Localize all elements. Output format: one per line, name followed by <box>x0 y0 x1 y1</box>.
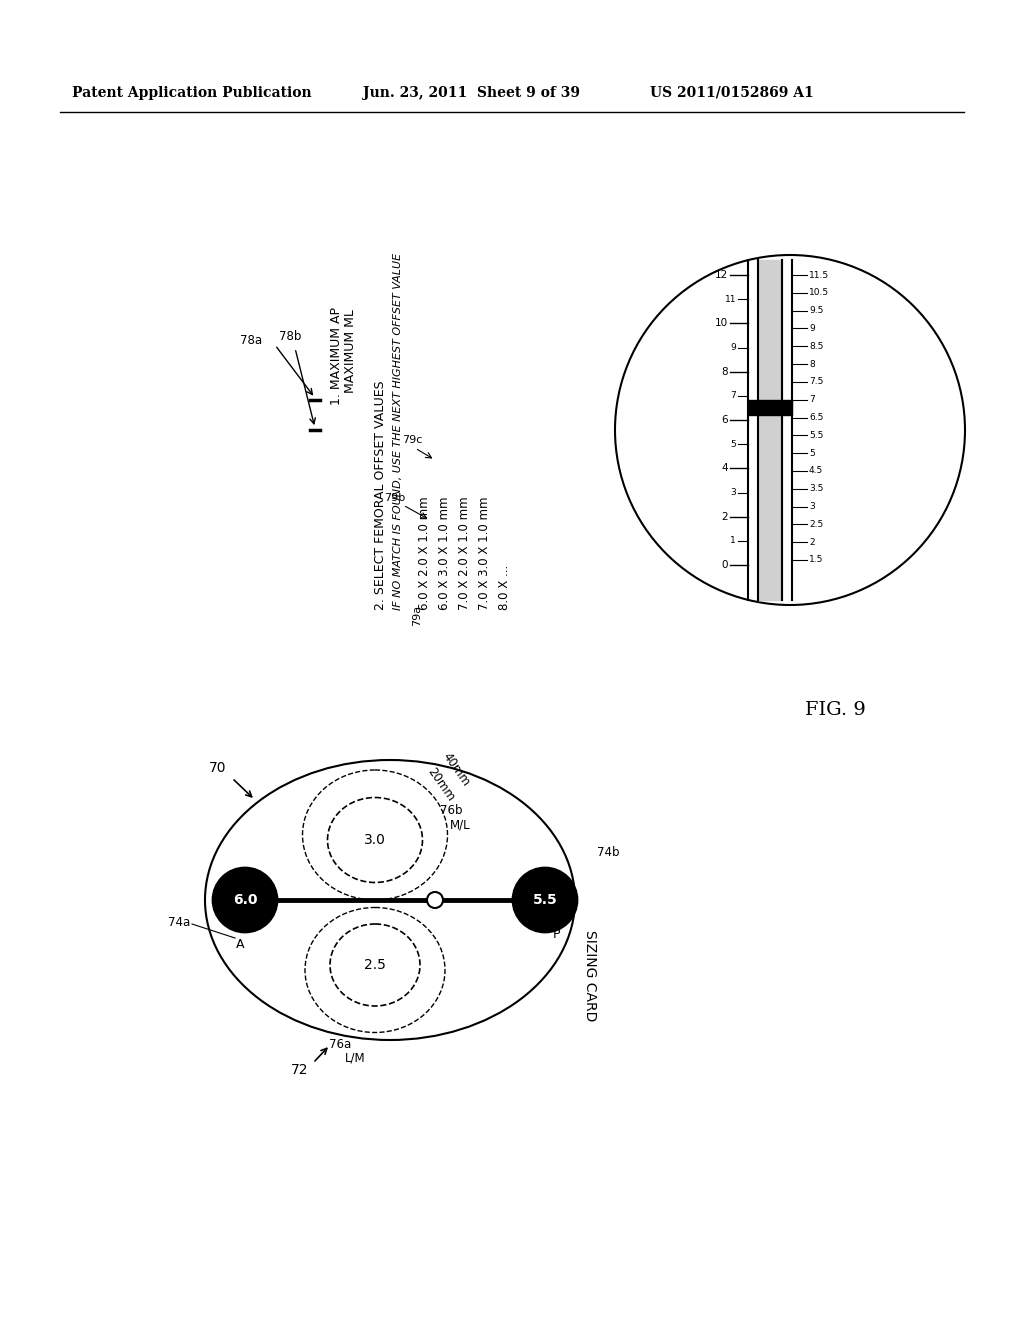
Text: Patent Application Publication: Patent Application Publication <box>72 86 311 100</box>
Text: 9: 9 <box>809 323 815 333</box>
Text: 10.5: 10.5 <box>809 288 829 297</box>
Text: 2. SELECT FEMORAL OFFSET VALUES: 2. SELECT FEMORAL OFFSET VALUES <box>374 380 386 610</box>
Text: 3.0: 3.0 <box>365 833 386 847</box>
Text: 74a: 74a <box>168 916 190 928</box>
Text: 1.5: 1.5 <box>809 556 823 565</box>
Text: 1: 1 <box>730 536 736 545</box>
Text: A: A <box>236 939 245 952</box>
Text: 70: 70 <box>209 762 226 775</box>
Text: 2.5: 2.5 <box>809 520 823 529</box>
Text: 20mm: 20mm <box>425 766 458 804</box>
Text: 8.0 X ...: 8.0 X ... <box>499 565 512 610</box>
Text: 78a: 78a <box>240 334 262 346</box>
Text: 5: 5 <box>730 440 736 449</box>
Circle shape <box>213 869 278 932</box>
Text: US 2011/0152869 A1: US 2011/0152869 A1 <box>650 86 814 100</box>
Text: 1. MAXIMUM AP: 1. MAXIMUM AP <box>331 308 343 405</box>
Text: 6.0: 6.0 <box>232 894 257 907</box>
Text: 40mm: 40mm <box>440 751 472 789</box>
Text: 2.5: 2.5 <box>365 958 386 972</box>
Text: 12: 12 <box>715 271 728 280</box>
Text: M/L: M/L <box>450 818 471 832</box>
Text: 11: 11 <box>725 294 736 304</box>
Text: 76a: 76a <box>329 1039 351 1052</box>
Text: 72: 72 <box>291 1063 309 1077</box>
Circle shape <box>615 255 965 605</box>
Text: 74b: 74b <box>597 846 620 858</box>
Text: 9: 9 <box>730 343 736 352</box>
Text: 2: 2 <box>721 512 728 521</box>
Ellipse shape <box>328 797 423 883</box>
Text: 6.0 X 2.0 X 1.0 mm: 6.0 X 2.0 X 1.0 mm <box>419 496 431 610</box>
Text: 0: 0 <box>722 560 728 570</box>
Text: 5: 5 <box>809 449 815 458</box>
Text: 5.5: 5.5 <box>532 894 557 907</box>
Text: 79b: 79b <box>384 492 406 503</box>
Text: 7: 7 <box>730 391 736 400</box>
Text: 5.5: 5.5 <box>809 430 823 440</box>
Text: FIG. 9: FIG. 9 <box>805 701 865 719</box>
Text: Jun. 23, 2011  Sheet 9 of 39: Jun. 23, 2011 Sheet 9 of 39 <box>362 86 580 100</box>
Text: SIZING CARD: SIZING CARD <box>583 931 597 1022</box>
Circle shape <box>427 892 443 908</box>
Text: 6.0 X 3.0 X 1.0 mm: 6.0 X 3.0 X 1.0 mm <box>438 496 452 610</box>
Text: L/M: L/M <box>345 1052 366 1064</box>
Text: 8: 8 <box>721 367 728 376</box>
Text: 7.0 X 2.0 X 1.0 mm: 7.0 X 2.0 X 1.0 mm <box>459 496 471 610</box>
Text: 79a: 79a <box>412 605 422 626</box>
Text: 2: 2 <box>809 537 815 546</box>
Text: 79c: 79c <box>401 436 422 445</box>
Text: 10: 10 <box>715 318 728 329</box>
Circle shape <box>513 869 577 932</box>
Text: 11.5: 11.5 <box>809 271 829 280</box>
Text: 6.5: 6.5 <box>809 413 823 422</box>
Text: 8: 8 <box>809 359 815 368</box>
Text: 4.5: 4.5 <box>809 466 823 475</box>
Text: 9.5: 9.5 <box>809 306 823 315</box>
Text: 7.0 X 3.0 X 1.0 mm: 7.0 X 3.0 X 1.0 mm <box>478 496 492 610</box>
Text: 7: 7 <box>809 395 815 404</box>
Text: 78b: 78b <box>279 330 301 343</box>
Text: 8.5: 8.5 <box>809 342 823 351</box>
Text: 3.5: 3.5 <box>809 484 823 494</box>
Text: IF NO MATCH IS FOUND, USE THE NEXT HIGHEST OFFSET VALUE: IF NO MATCH IS FOUND, USE THE NEXT HIGHE… <box>393 253 403 610</box>
Text: 4: 4 <box>721 463 728 474</box>
Text: 3: 3 <box>809 502 815 511</box>
Text: 6: 6 <box>721 414 728 425</box>
Text: P: P <box>553 928 560 941</box>
Text: 3: 3 <box>730 488 736 498</box>
Text: MAXIMUM ML: MAXIMUM ML <box>343 309 356 405</box>
Text: 7.5: 7.5 <box>809 378 823 387</box>
Text: 76b: 76b <box>440 804 463 817</box>
Ellipse shape <box>205 760 575 1040</box>
Ellipse shape <box>330 924 420 1006</box>
